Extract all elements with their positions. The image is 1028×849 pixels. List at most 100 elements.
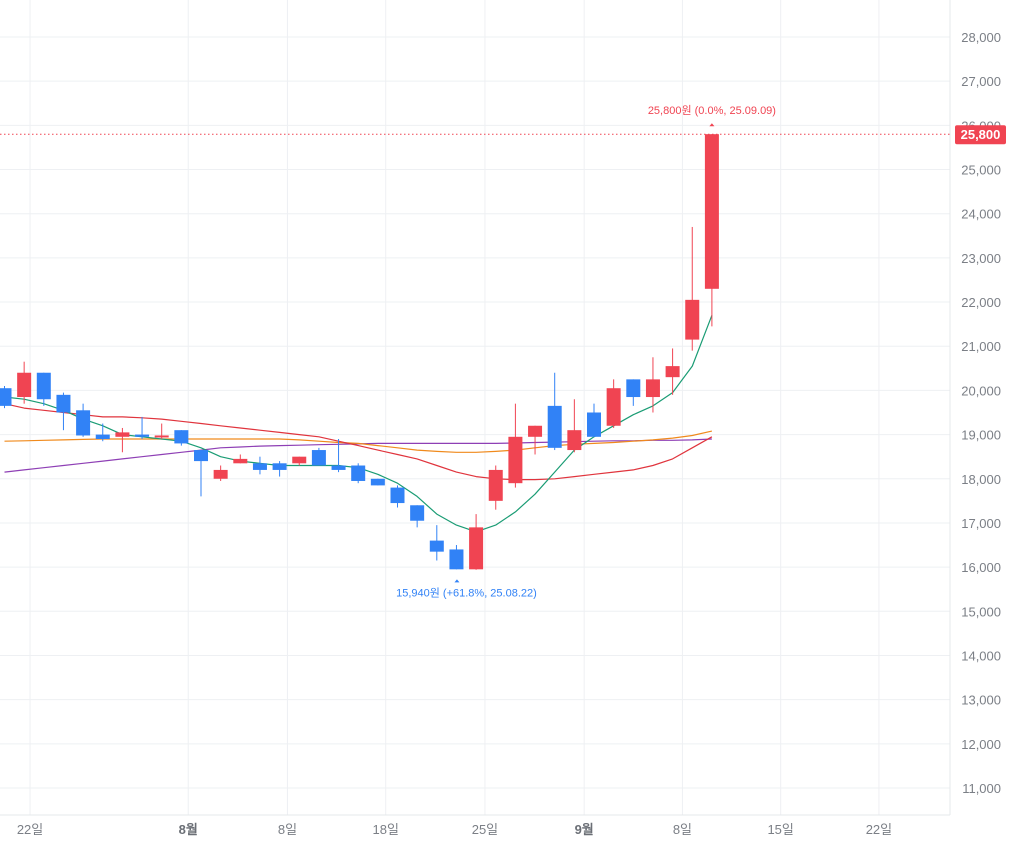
- price-tick-label: 14,000: [961, 648, 1001, 663]
- candle-body[interactable]: [95, 434, 110, 440]
- candle[interactable]: [135, 416, 150, 440]
- candle-body[interactable]: [17, 372, 32, 398]
- moving-average-lines: [0, 315, 713, 533]
- candle-body[interactable]: [626, 379, 641, 398]
- candle[interactable]: [17, 361, 32, 404]
- candle-body[interactable]: [331, 465, 346, 470]
- candle[interactable]: [547, 372, 562, 451]
- low-price-annotation: 15,940원 (+61.8%, 25.08.22): [396, 586, 537, 599]
- candle-body[interactable]: [252, 463, 267, 470]
- candle[interactable]: [390, 485, 405, 508]
- candle-body[interactable]: [292, 456, 307, 464]
- candle-body[interactable]: [488, 469, 503, 501]
- candle-body[interactable]: [351, 465, 366, 481]
- candle-body[interactable]: [370, 478, 385, 486]
- candle-body[interactable]: [410, 505, 425, 521]
- candle-body[interactable]: [233, 458, 248, 464]
- candle[interactable]: [567, 399, 582, 453]
- price-tick-label: 17,000: [961, 516, 1001, 531]
- candle[interactable]: [351, 463, 366, 484]
- candle[interactable]: [704, 134, 719, 327]
- candle[interactable]: [429, 525, 444, 561]
- candle[interactable]: [528, 425, 543, 455]
- candle[interactable]: [194, 450, 208, 497]
- price-tick-label: 22,000: [961, 295, 1001, 310]
- candle[interactable]: [587, 403, 601, 437]
- candle[interactable]: [410, 505, 425, 528]
- candle[interactable]: [606, 379, 621, 428]
- candle-body[interactable]: [135, 434, 150, 437]
- ma20-line: [0, 402, 713, 481]
- candle[interactable]: [370, 478, 385, 486]
- candle-body[interactable]: [76, 410, 91, 436]
- candle-body[interactable]: [311, 450, 326, 466]
- date-tick-label: 18일: [372, 822, 398, 837]
- candle[interactable]: [36, 372, 51, 406]
- high-marker-icon: [709, 123, 715, 127]
- candle-body[interactable]: [528, 425, 543, 437]
- price-tick-label: 28,000: [961, 30, 1001, 45]
- candle-body[interactable]: [56, 394, 71, 413]
- candle-body[interactable]: [685, 299, 700, 340]
- candle[interactable]: [95, 423, 110, 442]
- candle-body[interactable]: [587, 412, 601, 437]
- candle[interactable]: [626, 379, 641, 406]
- candle-body[interactable]: [272, 463, 287, 470]
- date-tick-label: 8일: [278, 822, 297, 837]
- date-tick-label: 15일: [767, 822, 793, 837]
- candle[interactable]: [685, 226, 700, 351]
- candle-body[interactable]: [213, 469, 228, 479]
- date-tick-label: 25일: [472, 822, 498, 837]
- price-tick-label: 23,000: [961, 251, 1001, 266]
- candle-body[interactable]: [174, 430, 189, 444]
- candle-body[interactable]: [449, 549, 464, 570]
- candle[interactable]: [154, 423, 169, 440]
- price-tick-label: 13,000: [961, 693, 1001, 708]
- candle-body[interactable]: [36, 372, 51, 400]
- candle-body[interactable]: [390, 487, 405, 504]
- candle[interactable]: [292, 456, 307, 466]
- candle-body[interactable]: [154, 435, 169, 438]
- candle[interactable]: [252, 456, 267, 475]
- candle-body[interactable]: [429, 540, 444, 552]
- candle[interactable]: [233, 454, 248, 464]
- candle[interactable]: [665, 348, 680, 395]
- candle-body[interactable]: [194, 450, 208, 462]
- price-tick-label: 20,000: [961, 383, 1001, 398]
- candle-body[interactable]: [547, 405, 562, 448]
- candle[interactable]: [508, 403, 523, 488]
- candle[interactable]: [331, 439, 346, 473]
- candle-body[interactable]: [665, 366, 680, 378]
- current-price-tag-label: 25,800: [961, 127, 1001, 142]
- candle-body[interactable]: [0, 388, 12, 406]
- price-axis[interactable]: 11,000 12,000 13,000 14,000 15,000 16,000 17,0…: [961, 30, 1001, 796]
- candle[interactable]: [272, 461, 287, 477]
- candle[interactable]: [174, 430, 189, 446]
- candle[interactable]: [311, 447, 326, 466]
- candle[interactable]: [115, 427, 130, 453]
- candle[interactable]: [76, 403, 91, 437]
- candle[interactable]: [213, 465, 228, 481]
- candle-body[interactable]: [606, 388, 621, 426]
- price-tick-label: 18,000: [961, 472, 1001, 487]
- candle[interactable]: [0, 385, 12, 409]
- candle[interactable]: [488, 465, 503, 510]
- candle[interactable]: [469, 514, 484, 570]
- candle-body[interactable]: [645, 379, 660, 398]
- candle-body[interactable]: [469, 527, 484, 570]
- candle-body[interactable]: [567, 430, 582, 451]
- candle[interactable]: [56, 392, 71, 431]
- current-price-tag: 25,800: [955, 125, 1006, 145]
- candle[interactable]: [645, 357, 660, 413]
- low-marker-icon: [454, 579, 460, 583]
- candle-body[interactable]: [704, 134, 719, 289]
- current-price-tag-bg: [955, 125, 1006, 145]
- candle[interactable]: [449, 545, 464, 570]
- candle-body[interactable]: [115, 432, 130, 437]
- candle-body[interactable]: [508, 436, 523, 484]
- candlesticks[interactable]: [0, 134, 719, 570]
- price-annotations: 25,800원 (0.0%, 25.09.09) 15,940원 (+61.8%…: [396, 104, 776, 599]
- date-axis[interactable]: 22일 8월 8일 18일 25일 9월 8일 15일 22일: [17, 822, 892, 837]
- price-tick-label: 21,000: [961, 339, 1001, 354]
